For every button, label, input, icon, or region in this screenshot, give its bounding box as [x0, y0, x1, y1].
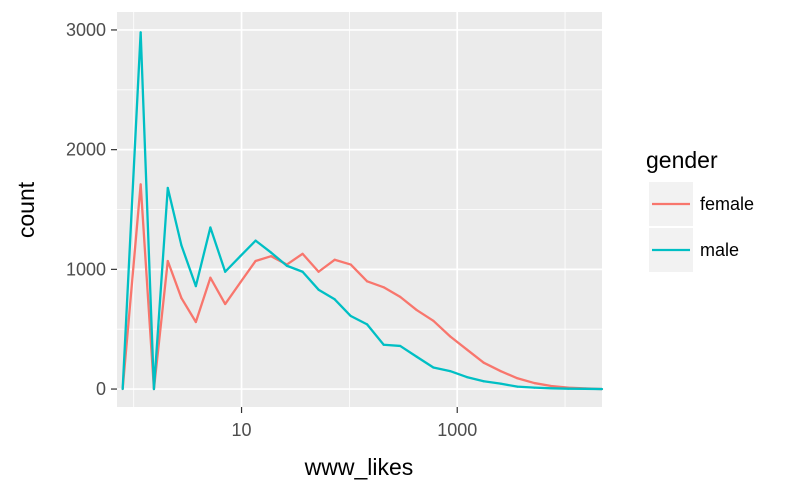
data-point-female — [465, 348, 468, 351]
legend-label-male: male — [700, 240, 739, 260]
data-point-female — [194, 320, 197, 324]
data-point-female — [399, 295, 402, 298]
data-point-female — [333, 258, 336, 261]
legend-items: female male — [649, 182, 754, 272]
minor-gridlines — [117, 12, 602, 407]
data-point-male — [349, 314, 352, 318]
data-point-male — [482, 380, 485, 383]
series-lines — [121, 31, 604, 391]
data-point-male — [432, 366, 435, 369]
data-point-male — [209, 226, 212, 229]
data-point-male — [567, 387, 570, 390]
data-point-male — [516, 385, 519, 388]
data-point-male — [317, 288, 320, 291]
data-point-female — [139, 183, 142, 186]
data-point-male — [382, 343, 385, 346]
x-axis: 10 1000 — [232, 407, 477, 440]
data-point-female — [239, 281, 242, 284]
data-point-male — [449, 369, 452, 373]
x-tick-label: 10 — [232, 420, 252, 440]
data-point-male — [254, 239, 257, 242]
data-point-male — [415, 355, 418, 358]
data-point-female — [550, 384, 553, 388]
data-point-male — [333, 298, 336, 301]
y-tick-label: 1000 — [66, 259, 106, 279]
data-point-female — [366, 280, 369, 283]
data-point-female — [270, 255, 273, 258]
y-tick-label: 3000 — [66, 20, 106, 40]
data-point-male — [166, 186, 169, 190]
data-point-female — [180, 296, 183, 300]
data-point-male — [584, 387, 587, 390]
data-point-female — [449, 335, 452, 338]
data-point-female — [349, 263, 352, 266]
data-point-male — [121, 387, 124, 391]
data-point-male — [465, 375, 468, 379]
data-point-female — [224, 302, 227, 306]
data-point-female — [415, 308, 418, 312]
data-point-male — [301, 270, 304, 273]
data-point-male — [550, 387, 553, 390]
x-axis-title: www_likes — [304, 454, 414, 480]
data-point-male — [285, 264, 288, 267]
legend-label-female: female — [700, 194, 754, 214]
legend: gender female male — [646, 147, 754, 272]
x-tick-label: 1000 — [437, 420, 477, 440]
y-axis: 0 1000 2000 3000 — [66, 20, 117, 399]
legend-title: gender — [646, 147, 718, 173]
data-point-male — [533, 386, 536, 389]
data-point-female — [432, 319, 435, 322]
data-point-male — [270, 251, 273, 254]
data-point-male — [499, 382, 502, 385]
data-point-male — [239, 255, 242, 258]
data-point-male — [139, 31, 142, 34]
data-point-male — [600, 387, 604, 391]
data-point-female — [166, 259, 169, 263]
data-point-female — [516, 377, 519, 380]
data-point-male — [224, 270, 227, 273]
data-point-female — [482, 361, 485, 364]
data-point-male — [152, 387, 156, 391]
data-point-female — [499, 369, 502, 373]
data-point-female — [254, 259, 257, 263]
data-point-female — [317, 270, 320, 273]
data-point-female — [382, 286, 385, 289]
y-axis-title: count — [13, 181, 39, 238]
data-point-male — [399, 344, 402, 348]
y-tick-label: 2000 — [66, 140, 106, 160]
y-tick-label: 0 — [96, 379, 106, 399]
data-point-male — [194, 285, 197, 288]
data-point-male — [180, 244, 183, 247]
data-point-female — [533, 381, 536, 385]
data-point-female — [301, 252, 304, 255]
data-point-male — [366, 323, 369, 326]
data-point-female — [209, 276, 212, 279]
